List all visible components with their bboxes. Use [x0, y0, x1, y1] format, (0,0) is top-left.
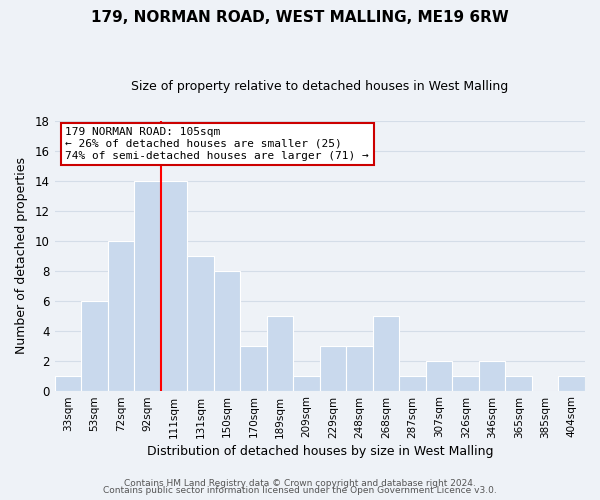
- Title: Size of property relative to detached houses in West Malling: Size of property relative to detached ho…: [131, 80, 509, 93]
- Bar: [400, 376, 426, 390]
- Bar: [293, 376, 320, 390]
- Text: 179, NORMAN ROAD, WEST MALLING, ME19 6RW: 179, NORMAN ROAD, WEST MALLING, ME19 6RW: [91, 10, 509, 25]
- Bar: [134, 180, 161, 390]
- Bar: [320, 346, 346, 391]
- Bar: [108, 240, 134, 390]
- Bar: [426, 360, 452, 390]
- Bar: [267, 316, 293, 390]
- Bar: [452, 376, 479, 390]
- Bar: [479, 360, 505, 390]
- Bar: [241, 346, 267, 391]
- Bar: [373, 316, 400, 390]
- X-axis label: Distribution of detached houses by size in West Malling: Distribution of detached houses by size …: [146, 444, 493, 458]
- Text: 179 NORMAN ROAD: 105sqm
← 26% of detached houses are smaller (25)
74% of semi-de: 179 NORMAN ROAD: 105sqm ← 26% of detache…: [65, 128, 369, 160]
- Text: Contains HM Land Registry data © Crown copyright and database right 2024.: Contains HM Land Registry data © Crown c…: [124, 478, 476, 488]
- Bar: [55, 376, 82, 390]
- Bar: [82, 300, 108, 390]
- Bar: [161, 180, 187, 390]
- Text: Contains public sector information licensed under the Open Government Licence v3: Contains public sector information licen…: [103, 486, 497, 495]
- Bar: [346, 346, 373, 391]
- Bar: [559, 376, 585, 390]
- Y-axis label: Number of detached properties: Number of detached properties: [15, 157, 28, 354]
- Bar: [187, 256, 214, 390]
- Bar: [214, 270, 241, 390]
- Bar: [505, 376, 532, 390]
